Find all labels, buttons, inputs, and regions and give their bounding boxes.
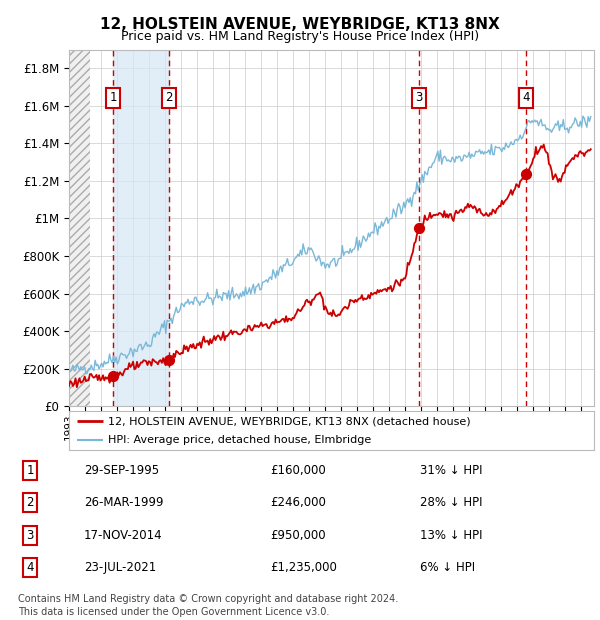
Text: 3: 3 bbox=[416, 91, 423, 104]
Text: 2: 2 bbox=[26, 497, 34, 509]
Text: 6% ↓ HPI: 6% ↓ HPI bbox=[420, 561, 475, 574]
Text: 28% ↓ HPI: 28% ↓ HPI bbox=[420, 497, 482, 509]
Bar bbox=[69, 50, 90, 406]
Text: 12, HOLSTEIN AVENUE, WEYBRIDGE, KT13 8NX: 12, HOLSTEIN AVENUE, WEYBRIDGE, KT13 8NX bbox=[100, 17, 500, 32]
Text: £246,000: £246,000 bbox=[270, 497, 326, 509]
Text: 4: 4 bbox=[523, 91, 530, 104]
Text: 12, HOLSTEIN AVENUE, WEYBRIDGE, KT13 8NX (detached house): 12, HOLSTEIN AVENUE, WEYBRIDGE, KT13 8NX… bbox=[109, 417, 471, 427]
Point bbox=[521, 169, 531, 179]
Point bbox=[164, 355, 173, 365]
Text: Contains HM Land Registry data © Crown copyright and database right 2024.
This d: Contains HM Land Registry data © Crown c… bbox=[18, 594, 398, 617]
Text: 3: 3 bbox=[26, 529, 34, 541]
Text: £950,000: £950,000 bbox=[270, 529, 326, 541]
Text: £1,235,000: £1,235,000 bbox=[270, 561, 337, 574]
Text: 26-MAR-1999: 26-MAR-1999 bbox=[84, 497, 163, 509]
Text: 1: 1 bbox=[26, 464, 34, 477]
Text: 29-SEP-1995: 29-SEP-1995 bbox=[84, 464, 159, 477]
Text: 13% ↓ HPI: 13% ↓ HPI bbox=[420, 529, 482, 541]
Point bbox=[415, 223, 424, 233]
Text: Price paid vs. HM Land Registry's House Price Index (HPI): Price paid vs. HM Land Registry's House … bbox=[121, 30, 479, 43]
Text: 23-JUL-2021: 23-JUL-2021 bbox=[84, 561, 156, 574]
Text: HPI: Average price, detached house, Elmbridge: HPI: Average price, detached house, Elmb… bbox=[109, 435, 371, 445]
Text: £160,000: £160,000 bbox=[270, 464, 326, 477]
Text: 17-NOV-2014: 17-NOV-2014 bbox=[84, 529, 163, 541]
Text: 2: 2 bbox=[165, 91, 172, 104]
Text: 1: 1 bbox=[109, 91, 117, 104]
Bar bbox=[113, 50, 169, 406]
Text: 31% ↓ HPI: 31% ↓ HPI bbox=[420, 464, 482, 477]
Point bbox=[108, 371, 118, 381]
Text: 4: 4 bbox=[26, 561, 34, 574]
